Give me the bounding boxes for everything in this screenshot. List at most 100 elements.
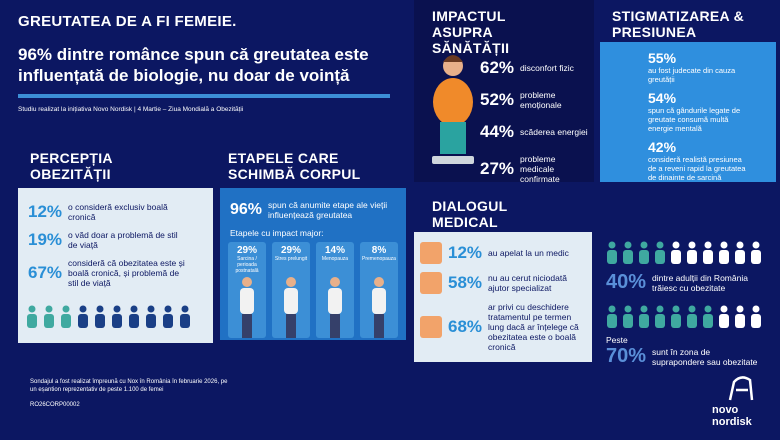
person-head xyxy=(736,305,744,313)
stat-text: scăderea energiei xyxy=(520,127,588,137)
body xyxy=(372,288,386,314)
person-head xyxy=(752,305,760,313)
person-body xyxy=(146,314,156,328)
stat-value: 12% xyxy=(448,243,483,262)
legs xyxy=(242,314,252,338)
person-body xyxy=(607,250,617,264)
person-head xyxy=(28,305,36,313)
person-body xyxy=(607,314,617,328)
stat-text: au apelat la un medic xyxy=(488,248,569,258)
person-body xyxy=(163,314,173,328)
stage-value: 8% xyxy=(371,245,387,256)
body xyxy=(240,288,254,314)
impact-title: IMPACTUL ASUPRA SĂNĂTĂȚII xyxy=(432,8,510,56)
person-head xyxy=(624,241,632,249)
stat-prefix: Peste xyxy=(606,335,628,345)
person-head xyxy=(752,241,760,249)
stat-value: 27% xyxy=(480,159,515,178)
stat-value: 67% xyxy=(28,263,63,282)
stage-card: 29% Sarcina / perioada postnatală xyxy=(228,242,266,338)
stage-value: 14% xyxy=(324,245,345,256)
legs xyxy=(330,314,340,338)
stat-value: 55% xyxy=(648,50,677,66)
person-body xyxy=(112,314,122,328)
stat-row: 19% o văd doar a problemă de stil de viaț… xyxy=(28,230,203,250)
footer-note: Sondajul a fost realizat împreună cu Nox… xyxy=(30,379,228,393)
stat-row: 52% probleme emoționale xyxy=(480,90,590,110)
stage-card: 29% Stres prelungit xyxy=(272,242,310,338)
person-body xyxy=(61,314,71,328)
stat-text: sunt în zona de supraponderе sau obezita… xyxy=(652,346,758,367)
stage-value: 29% xyxy=(236,245,257,256)
stage-card: 14% Menopauza xyxy=(316,242,354,338)
stages-panel: 96% spun că anumite etape ale vieții infl… xyxy=(220,188,406,340)
person-head xyxy=(672,241,680,249)
body xyxy=(328,288,342,314)
people-row xyxy=(607,241,761,264)
title: GREUTATEA DE A FI FEMEIE. xyxy=(18,13,237,30)
stat-text: au fost judecate din cauza greutății xyxy=(648,66,736,84)
perception-title: PERCEPȚIA OBEZITĂȚII xyxy=(30,150,113,182)
stat-row: 62% disconfort fizic xyxy=(480,58,590,78)
person-body xyxy=(129,314,139,328)
stat-row: 68% ar privi cu deschidere tratamentul pe… xyxy=(420,302,586,352)
people-row xyxy=(607,305,761,328)
stat-value: 68% xyxy=(448,317,483,336)
stage-label: Menopauza xyxy=(321,256,349,262)
stat-row: 44% scăderea energiei xyxy=(480,122,590,142)
stat-value: 12% xyxy=(28,202,63,221)
person-head xyxy=(688,305,696,313)
stat-row: 12% au apelat la un medic xyxy=(420,242,586,264)
people-icons xyxy=(27,305,190,328)
stat-row: 67% consideră că obezitatea este și boală… xyxy=(28,258,203,288)
legs xyxy=(374,314,384,338)
person-body xyxy=(687,314,697,328)
stat-row: 70% sunt în zona de supraponderе sau obez… xyxy=(606,345,776,368)
impact-panel: IMPACTUL ASUPRA SĂNĂTĂȚII 62% disconfort … xyxy=(414,0,594,184)
person-body xyxy=(687,250,697,264)
stages-value: 96% xyxy=(230,201,263,218)
stage-cards: 29% Sarcina / perioada postnatală 29% Stres… xyxy=(220,242,406,338)
person-body xyxy=(27,314,37,328)
head xyxy=(330,277,340,287)
person-body xyxy=(735,250,745,264)
person-body xyxy=(623,314,633,328)
person-body xyxy=(44,314,54,328)
stat-icon xyxy=(420,316,442,338)
stat-value: 40% xyxy=(606,271,647,293)
head xyxy=(286,277,296,287)
stigma-panel: 55% au fost judecate din cauza greutății 5… xyxy=(600,42,776,182)
body xyxy=(284,288,298,314)
headline: 96% dintre românce spun că greutatea est… xyxy=(18,45,369,85)
person-body xyxy=(703,250,713,264)
stat-value: 58% xyxy=(448,273,483,292)
person-head xyxy=(79,305,87,313)
person-head xyxy=(62,305,70,313)
person-head xyxy=(130,305,138,313)
figure xyxy=(372,277,386,338)
stat-text: o văd doar a problemă de stil de viață xyxy=(68,230,178,250)
brand: novo nordisk xyxy=(712,404,752,428)
stage-label: Sarcina / perioada postnatală xyxy=(235,256,259,274)
stages-subtitle: Etapele cu impact major: xyxy=(230,228,324,238)
person-body xyxy=(671,314,681,328)
stat-text: ar privi cu deschidere tratamentul pe te… xyxy=(488,302,579,352)
person-head xyxy=(656,305,664,313)
person-head xyxy=(736,241,744,249)
person-head xyxy=(704,305,712,313)
figure xyxy=(284,277,298,338)
stage-label: Stres prelungit xyxy=(274,256,308,262)
person-head xyxy=(181,305,189,313)
stat-text: nu au cerut niciodată ajutor specializat xyxy=(488,273,567,293)
person-head xyxy=(45,305,53,313)
logo xyxy=(728,376,754,401)
person-body xyxy=(655,314,665,328)
impact-list: 62% disconfort fizic 52% probleme emoțional… xyxy=(480,58,590,196)
legs xyxy=(286,314,296,338)
footer-code: RO26CORP00002 xyxy=(30,402,80,408)
person-body xyxy=(639,250,649,264)
person-body xyxy=(655,250,665,264)
person-head xyxy=(672,305,680,313)
person-head xyxy=(688,241,696,249)
